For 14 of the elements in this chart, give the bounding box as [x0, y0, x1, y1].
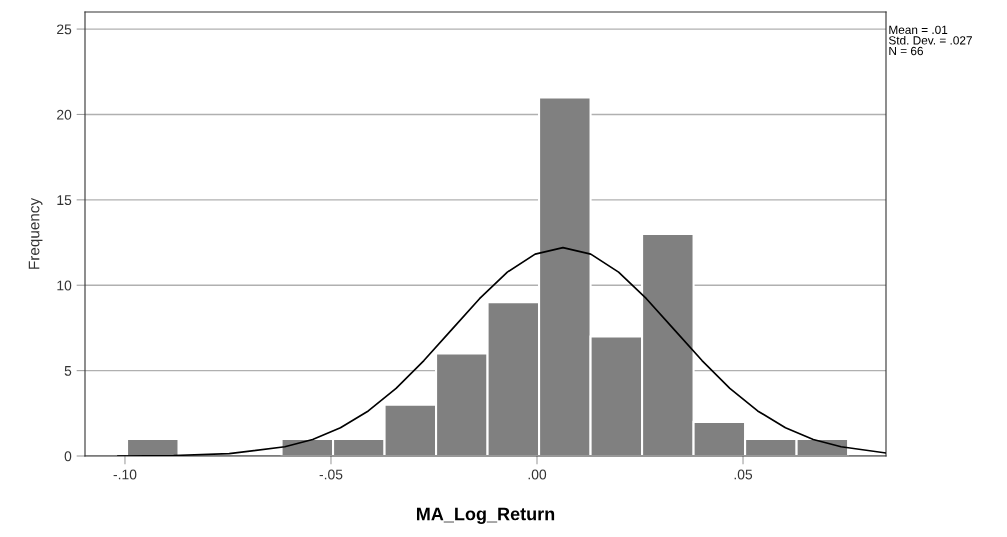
y-tick-label: 20	[57, 109, 72, 120]
y-tick-label: 0	[64, 451, 72, 462]
y-tick-label: 25	[57, 24, 72, 35]
x-axis-title: MA_Log_Return	[417, 507, 555, 524]
x-tick-label: -.10	[113, 469, 137, 480]
line-series	[117, 246, 886, 456]
x-tick-label: .05	[734, 469, 753, 480]
y-tick-label: 15	[57, 195, 72, 206]
x-tick-label: -.05	[319, 469, 343, 480]
y-tick-label: 10	[57, 280, 72, 291]
x-tick-label: .00	[528, 469, 547, 480]
y-axis-title: Frequency	[28, 197, 43, 269]
text: Mean = .01 Std. Dev. = .027 N = 66	[888, 25, 972, 56]
y-tick-label: 5	[64, 366, 72, 376]
